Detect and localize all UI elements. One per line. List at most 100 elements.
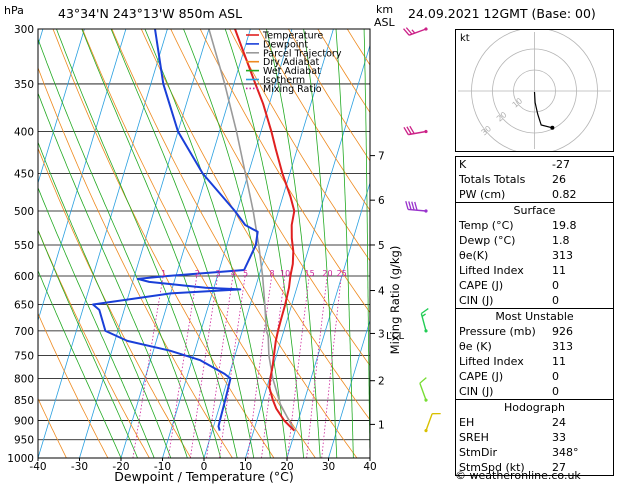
wet-adiabat	[38, 37, 205, 458]
wind-barb	[403, 27, 428, 36]
surface-row: CAPE (J) 0	[456, 278, 613, 293]
surface-value: 19.8	[552, 219, 577, 232]
index-label: Totals Totals	[459, 173, 526, 186]
surface-label: Temp (°C)	[459, 219, 514, 232]
km-tick-label: 6	[378, 195, 385, 207]
surface-row: Temp (°C) 19.8	[456, 218, 613, 233]
index-value: -27	[552, 158, 570, 171]
surface-value: 0	[552, 294, 559, 307]
wind-barb	[419, 377, 428, 402]
km-tick-label: 3	[378, 328, 385, 340]
surface-row: θe(K) 313	[456, 248, 613, 263]
temperature-tick-label: -30	[71, 461, 88, 473]
pressure-tick-label: 350	[14, 79, 34, 91]
most-unstable-value: 313	[552, 340, 573, 353]
pressure-tick-label: 800	[14, 374, 34, 386]
pressure-tick-label: 500	[14, 206, 34, 218]
hodograph-param-label: StmDir	[459, 446, 498, 459]
mixing-ratio-line	[261, 275, 286, 458]
temperature-tick-label: 40	[363, 461, 376, 473]
legend-label: Isotherm	[263, 75, 305, 86]
isotherm	[162, 29, 293, 458]
surface-section: Surface Temp (°C) 19.8 Dewp (°C) 1.8 θe(K) 31…	[456, 202, 613, 308]
index-row: PW (cm) 0.82	[456, 187, 613, 202]
wind-barb	[405, 201, 428, 213]
mixing-ratio-axis-title: Mixing Ratio (g/kg)	[388, 246, 402, 355]
pressure-tick-label: 450	[14, 169, 34, 181]
surface-row: Dewp (°C) 1.8	[456, 233, 613, 248]
surface-label: Dewp (°C)	[459, 234, 516, 247]
temperature-tick-label: 10	[239, 461, 252, 473]
surface-row: Lifted Index 11	[456, 263, 613, 278]
temperature-tick-label: -10	[154, 461, 171, 473]
temperature-tick-label: 30	[322, 461, 335, 473]
wet-adiabat	[38, 269, 122, 458]
pressure-tick-label: 550	[14, 240, 34, 252]
most-unstable-label: CIN (J)	[459, 385, 494, 398]
dry-adiabat	[170, 29, 370, 367]
pressure-tick-label: 1000	[7, 453, 34, 465]
surface-value: 11	[552, 264, 566, 277]
most-unstable-row: θe (K) 313	[456, 339, 613, 354]
temperature-tick-label: -40	[29, 461, 46, 473]
mixing-ratio-label: 1	[161, 269, 166, 278]
index-label: K	[459, 158, 467, 171]
wet-adiabat	[363, 29, 370, 458]
isotherm	[286, 181, 370, 458]
surface-label: θe(K)	[459, 249, 489, 262]
hodograph-param-value: 24	[552, 416, 566, 429]
pressure-tick-label: 900	[14, 416, 34, 428]
km-axis: 1 2 3 4 5 6 7	[370, 151, 385, 431]
temperature-tick-label: 0	[201, 461, 208, 473]
wet-adiabat	[56, 29, 221, 458]
pressure-tick-label: 600	[14, 271, 34, 283]
background-lines	[0, 29, 370, 458]
most-unstable-row: CAPE (J) 0	[456, 369, 613, 384]
wet-adiabat	[335, 29, 354, 458]
wet-adiabat	[38, 186, 155, 458]
dry-adiabat	[38, 229, 150, 458]
km-tick-label: 5	[378, 240, 385, 252]
legend-label: Mixing Ratio	[263, 84, 322, 95]
pressure-tick-label: 750	[14, 351, 34, 363]
isotherm	[0, 29, 1, 458]
temperature-line	[234, 29, 296, 432]
mixing-ratio-line	[287, 275, 310, 458]
hodograph-table: EH 24 SREH 33 StmDir 348° StmSpd (kt) 27	[456, 415, 613, 475]
wind-barb	[424, 412, 441, 433]
legend-label: Dewpoint	[263, 39, 308, 50]
legend-label: Temperature	[262, 31, 323, 42]
mixing-ratio-label: 25	[337, 269, 347, 278]
legend-label: Wet Adiabat	[263, 66, 321, 77]
wet-adiabat	[266, 29, 321, 458]
mixing-ratio-label: 3	[216, 269, 221, 278]
pressure-tick-label: 850	[14, 395, 34, 407]
surface-value: 313	[552, 249, 573, 262]
surface-title: Surface	[513, 204, 556, 217]
most-unstable-row: Pressure (mb) 926	[456, 324, 613, 339]
wet-adiabat	[38, 229, 138, 458]
hodograph-param-label: StmSpd (kt)	[459, 461, 525, 474]
hodograph-panel: kt 10 20 30	[455, 27, 614, 155]
mixing-ratio-label: 4	[231, 269, 236, 278]
parcel-trajectory-line	[208, 29, 296, 431]
dry-adiabat	[38, 397, 67, 458]
indices-panel: K -27 Totals Totals 26 PW (cm) 0.82 Surface T…	[455, 156, 614, 476]
mixing-ratio-label: 10	[280, 269, 290, 278]
surface-table: Temp (°C) 19.8 Dewp (°C) 1.8 θe(K) 313 Lifted …	[456, 218, 613, 308]
hodograph-param-label: SREH	[459, 431, 489, 444]
legend-label: Dry Adiabat	[263, 57, 320, 68]
mixing-ratio-label: 15	[305, 269, 315, 278]
hodograph-endpoint	[550, 125, 555, 130]
dry-adiabat	[288, 29, 370, 162]
dewpoint-line	[92, 29, 259, 431]
isotherm	[38, 29, 168, 458]
hodograph-param-value: 348°	[552, 446, 579, 459]
pressure-tick-label: 300	[14, 24, 34, 36]
temperature-tick-label: -20	[112, 461, 129, 473]
most-unstable-row: CIN (J) 0	[456, 384, 613, 399]
hodograph-param-value: 27	[552, 461, 566, 474]
wind-barb	[420, 308, 429, 333]
pressure-tick-label: 650	[14, 300, 34, 312]
